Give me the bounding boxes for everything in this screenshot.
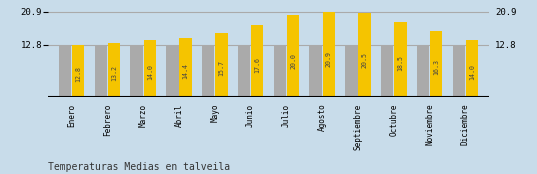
Bar <box>59 45 71 97</box>
Bar <box>251 25 264 97</box>
Text: 20.0: 20.0 <box>290 53 296 69</box>
Bar <box>108 43 120 97</box>
Text: 14.0: 14.0 <box>469 64 475 80</box>
Bar <box>345 45 358 97</box>
Text: 17.6: 17.6 <box>254 57 260 73</box>
Text: 18.5: 18.5 <box>397 55 403 71</box>
Bar <box>453 45 465 97</box>
Text: 14.0: 14.0 <box>147 64 153 80</box>
Bar <box>273 45 286 97</box>
Text: 14.4: 14.4 <box>183 63 188 79</box>
Bar <box>238 45 250 97</box>
Text: Temperaturas Medias en talveila: Temperaturas Medias en talveila <box>48 162 230 172</box>
Bar <box>381 45 394 97</box>
Text: 13.2: 13.2 <box>111 65 117 81</box>
Bar <box>287 15 299 97</box>
Bar <box>323 12 335 97</box>
Bar <box>130 45 143 97</box>
Text: 20.5: 20.5 <box>361 52 368 68</box>
Bar <box>394 22 407 97</box>
Text: 16.3: 16.3 <box>433 59 439 75</box>
Bar <box>309 45 322 97</box>
Bar <box>466 40 478 97</box>
Bar <box>430 31 442 97</box>
Bar <box>179 38 192 97</box>
Bar <box>215 33 228 97</box>
Bar <box>417 45 429 97</box>
Text: 20.9: 20.9 <box>326 51 332 67</box>
Bar <box>166 45 179 97</box>
Text: 15.7: 15.7 <box>219 61 224 77</box>
Bar <box>95 45 107 97</box>
Bar <box>143 40 156 97</box>
Text: 12.8: 12.8 <box>75 66 81 82</box>
Bar <box>202 45 214 97</box>
Bar <box>358 13 371 97</box>
Bar <box>72 45 84 97</box>
